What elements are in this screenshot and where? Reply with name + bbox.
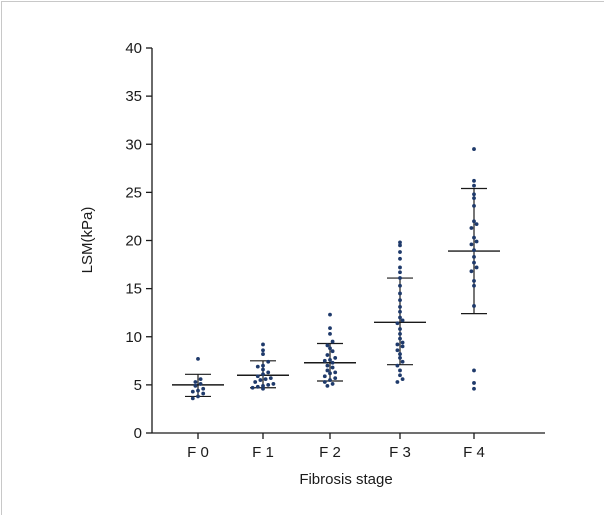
chart-border xyxy=(1,1,604,515)
